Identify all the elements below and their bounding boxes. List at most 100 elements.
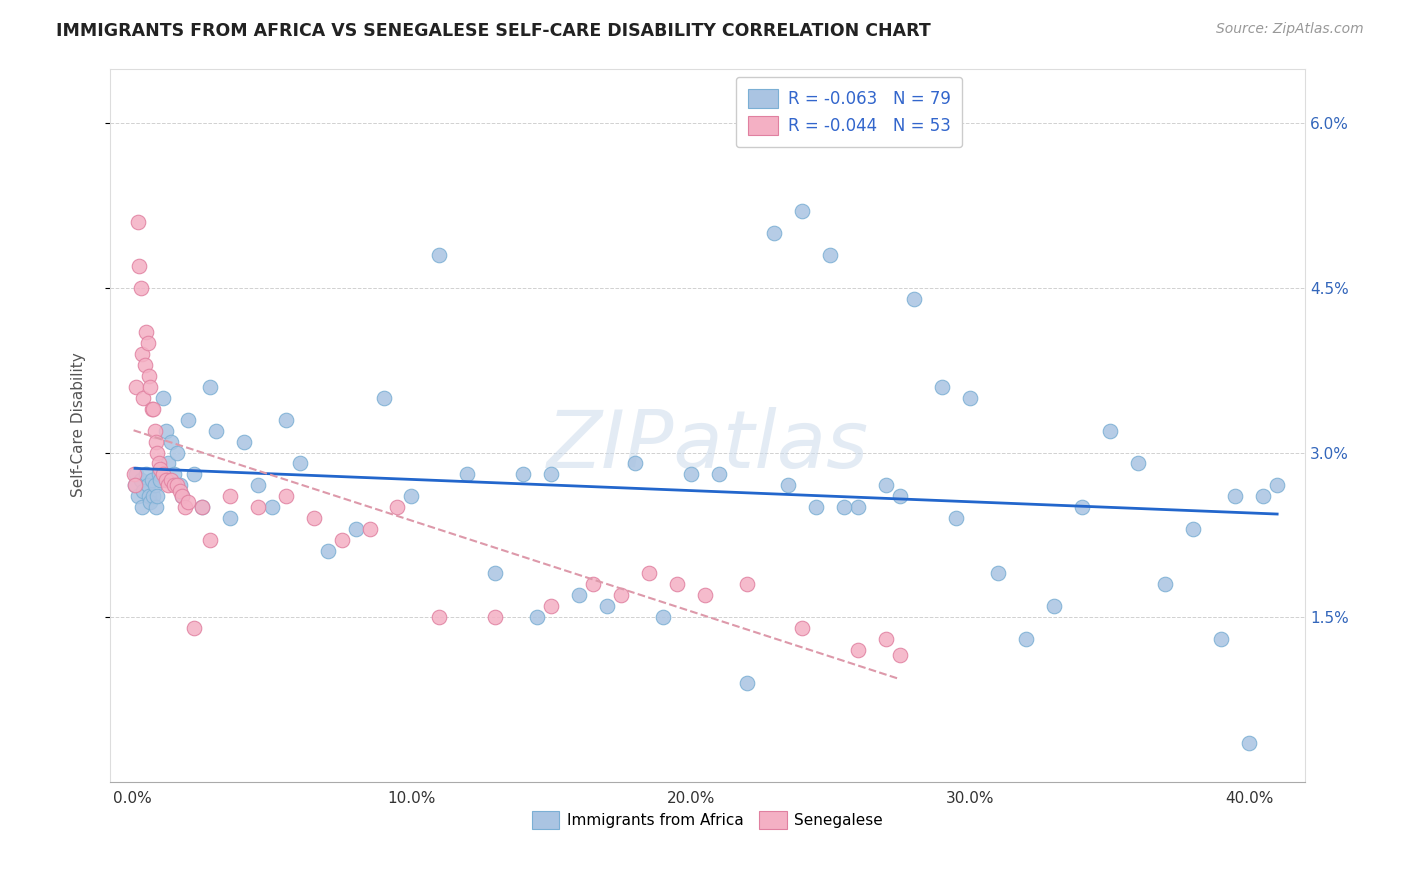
Point	[138, 368, 160, 383]
Point	[540, 467, 562, 482]
Point	[177, 412, 200, 426]
Point	[232, 434, 254, 449]
Point	[129, 281, 152, 295]
Point	[1042, 599, 1064, 614]
Point	[142, 401, 165, 416]
Point	[359, 522, 381, 536]
Point	[183, 621, 205, 635]
Point	[149, 462, 172, 476]
Point	[131, 500, 153, 515]
Point	[693, 588, 716, 602]
Point	[219, 511, 242, 525]
Point	[191, 500, 214, 515]
Text: IMMIGRANTS FROM AFRICA VS SENEGALESE SELF-CARE DISABILITY CORRELATION CHART: IMMIGRANTS FROM AFRICA VS SENEGALESE SEL…	[56, 22, 931, 40]
Point	[174, 500, 197, 515]
Point	[582, 577, 605, 591]
Legend: Immigrants from Africa, Senegalese: Immigrants from Africa, Senegalese	[526, 805, 889, 835]
Point	[903, 292, 925, 306]
Point	[330, 533, 353, 548]
Point	[274, 412, 297, 426]
Point	[778, 478, 800, 492]
Point	[875, 478, 897, 492]
Point	[172, 490, 194, 504]
Point	[124, 478, 146, 492]
Point	[152, 391, 174, 405]
Text: Source: ZipAtlas.com: Source: ZipAtlas.com	[1216, 22, 1364, 37]
Point	[429, 248, 451, 262]
Point	[160, 434, 183, 449]
Point	[931, 380, 953, 394]
Point	[792, 204, 814, 219]
Point	[1265, 478, 1288, 492]
Point	[1098, 424, 1121, 438]
Point	[526, 610, 548, 624]
Point	[344, 522, 367, 536]
Point	[846, 500, 869, 515]
Point	[166, 445, 188, 459]
Point	[889, 490, 911, 504]
Point	[125, 380, 148, 394]
Point	[1239, 736, 1261, 750]
Point	[959, 391, 981, 405]
Point	[145, 434, 167, 449]
Point	[129, 473, 152, 487]
Point	[624, 457, 647, 471]
Point	[132, 483, 155, 498]
Y-axis label: Self-Care Disability: Self-Care Disability	[72, 352, 86, 498]
Point	[707, 467, 730, 482]
Point	[148, 467, 170, 482]
Point	[260, 500, 283, 515]
Point	[135, 325, 157, 339]
Point	[735, 676, 758, 690]
Point	[1251, 490, 1274, 504]
Point	[484, 610, 506, 624]
Point	[889, 648, 911, 663]
Point	[610, 588, 633, 602]
Point	[200, 533, 222, 548]
Point	[163, 478, 186, 492]
Point	[637, 566, 659, 581]
Point	[152, 467, 174, 482]
Point	[148, 457, 170, 471]
Point	[157, 457, 180, 471]
Point	[169, 483, 191, 498]
Point	[169, 478, 191, 492]
Point	[945, 511, 967, 525]
Point	[792, 621, 814, 635]
Point	[763, 226, 786, 240]
Point	[127, 215, 149, 229]
Point	[401, 490, 423, 504]
Point	[1211, 632, 1233, 646]
Point	[316, 544, 339, 558]
Point	[127, 490, 149, 504]
Point	[1182, 522, 1205, 536]
Point	[163, 467, 186, 482]
Point	[124, 478, 146, 492]
Text: ZIPatlas: ZIPatlas	[547, 408, 869, 485]
Point	[735, 577, 758, 591]
Point	[172, 490, 194, 504]
Point	[142, 490, 165, 504]
Point	[568, 588, 591, 602]
Point	[246, 500, 269, 515]
Point	[987, 566, 1010, 581]
Point	[141, 401, 163, 416]
Point	[665, 577, 688, 591]
Point	[155, 473, 177, 487]
Point	[651, 610, 673, 624]
Point	[875, 632, 897, 646]
Point	[484, 566, 506, 581]
Point	[183, 467, 205, 482]
Point	[145, 500, 167, 515]
Point	[1154, 577, 1177, 591]
Point	[512, 467, 534, 482]
Point	[846, 643, 869, 657]
Point	[146, 445, 169, 459]
Point	[373, 391, 395, 405]
Point	[219, 490, 242, 504]
Point	[155, 424, 177, 438]
Point	[1225, 490, 1247, 504]
Point	[274, 490, 297, 504]
Point	[136, 335, 159, 350]
Point	[149, 473, 172, 487]
